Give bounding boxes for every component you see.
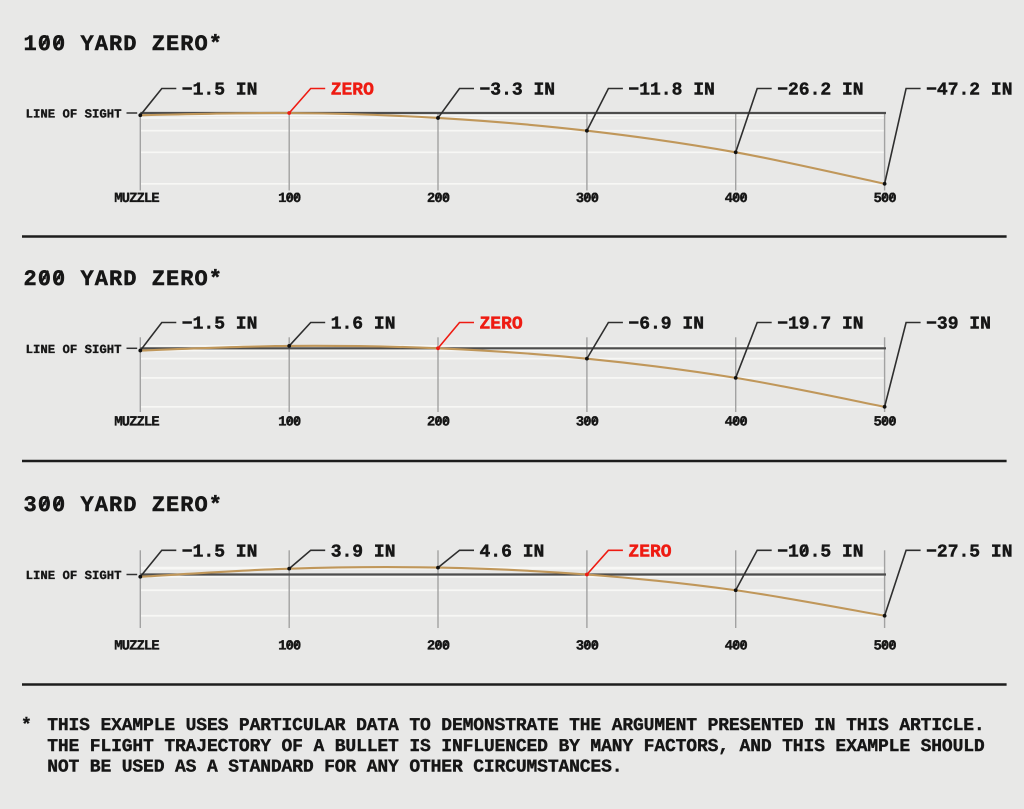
svg-text:−39 IN: −39 IN <box>926 315 991 335</box>
svg-text:500: 500 <box>873 639 896 655</box>
svg-text:100: 100 <box>278 639 301 655</box>
svg-text:ZERO: ZERO <box>628 542 671 562</box>
svg-text:300 YARD ZERO*: 300 YARD ZERO* <box>24 493 224 518</box>
svg-text:MUZZLE: MUZZLE <box>114 639 159 655</box>
svg-text:1.6 IN: 1.6 IN <box>331 315 396 335</box>
svg-text:*: * <box>21 716 32 736</box>
svg-text:−26.2 IN: −26.2 IN <box>777 81 863 101</box>
svg-text:100: 100 <box>278 415 301 431</box>
svg-text:−1.5 IN: −1.5 IN <box>182 315 258 335</box>
svg-text:500: 500 <box>873 191 896 207</box>
svg-text:400: 400 <box>725 415 748 431</box>
svg-text:200: 200 <box>427 191 450 207</box>
svg-text:−19.7 IN: −19.7 IN <box>777 315 863 335</box>
svg-text:LINE OF SIGHT: LINE OF SIGHT <box>26 343 123 357</box>
svg-text:LINE OF SIGHT: LINE OF SIGHT <box>26 569 123 583</box>
svg-text:400: 400 <box>725 191 748 207</box>
svg-text:300: 300 <box>576 639 599 655</box>
svg-text:−1.5 IN: −1.5 IN <box>182 81 258 101</box>
svg-text:LINE OF SIGHT: LINE OF SIGHT <box>26 108 123 122</box>
svg-text:−6.9 IN: −6.9 IN <box>628 315 704 335</box>
svg-text:−3.3 IN: −3.3 IN <box>480 81 556 101</box>
svg-text:400: 400 <box>725 639 748 655</box>
svg-text:200: 200 <box>427 639 450 655</box>
svg-text:300: 300 <box>576 191 599 207</box>
svg-text:MUZZLE: MUZZLE <box>114 415 159 431</box>
svg-text:−11.8 IN: −11.8 IN <box>628 81 714 101</box>
svg-text:500: 500 <box>873 415 896 431</box>
svg-text:200 YARD ZERO*: 200 YARD ZERO* <box>24 267 224 292</box>
svg-text:−27.5 IN: −27.5 IN <box>926 542 1012 562</box>
svg-text:MUZZLE: MUZZLE <box>114 191 159 207</box>
svg-text:NOT BE USED AS A STANDARD FOR: NOT BE USED AS A STANDARD FOR ANY OTHER … <box>47 757 622 777</box>
svg-text:300: 300 <box>576 415 599 431</box>
svg-text:200: 200 <box>427 415 450 431</box>
svg-text:THIS EXAMPLE USES PARTICULAR D: THIS EXAMPLE USES PARTICULAR DATA TO DEM… <box>47 716 984 736</box>
svg-text:ZERO: ZERO <box>480 315 523 335</box>
svg-text:3.9 IN: 3.9 IN <box>331 542 396 562</box>
svg-text:100 YARD ZERO*: 100 YARD ZERO* <box>24 32 224 57</box>
svg-text:−47.2 IN: −47.2 IN <box>926 81 1012 101</box>
svg-text:−1.5 IN: −1.5 IN <box>182 542 258 562</box>
svg-text:ZERO: ZERO <box>331 81 374 101</box>
svg-text:4.6 IN: 4.6 IN <box>480 542 545 562</box>
svg-text:THE FLIGHT TRAJECTORY OF A BUL: THE FLIGHT TRAJECTORY OF A BULLET IS INF… <box>47 737 985 757</box>
svg-text:100: 100 <box>278 191 301 207</box>
svg-text:−10.5 IN: −10.5 IN <box>777 542 863 562</box>
